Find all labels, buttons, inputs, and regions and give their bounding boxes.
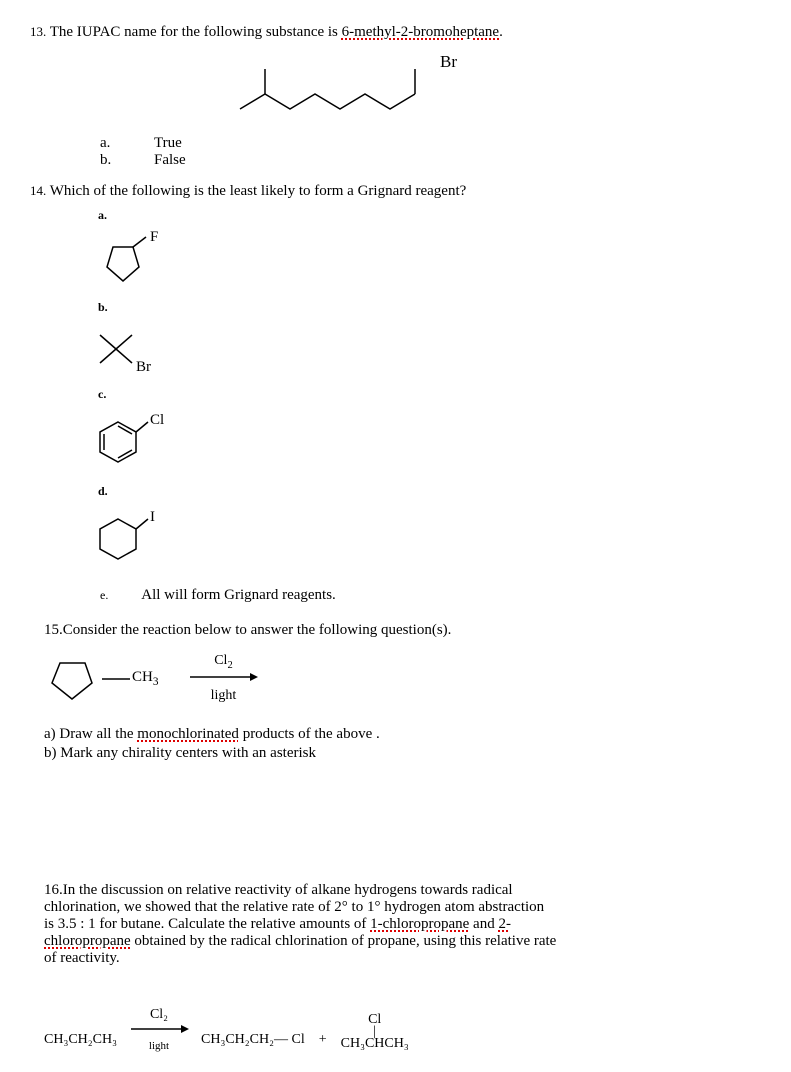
q16-arrow — [129, 1023, 189, 1035]
q16-line3-pre: is 3.5 : 1 for butane. Calculate the rel… — [44, 916, 370, 932]
q14-d-label: I — [150, 509, 155, 525]
q16-line2: chlorination, we showed that the relativ… — [44, 899, 761, 916]
q15-ch3: CH3 — [132, 669, 158, 688]
q16-reaction: CH₃CH₂CH₃ Cl₂ light CH₃CH₂CH₂— Cl + Cl |… — [44, 1007, 761, 1052]
q16-arrow-block: Cl₂ light — [129, 1007, 189, 1052]
q15-text: 15.Consider the reaction below to answer… — [44, 622, 761, 639]
q13-opt-a-letter: a. — [100, 135, 124, 152]
q16-line4-u: chloropropane — [44, 933, 131, 949]
q14-text: 14. Which of the following is the least … — [30, 183, 761, 200]
q13-num: 13. — [30, 24, 46, 39]
q14-e-letter: e. — [100, 588, 108, 602]
q16-line3-u1: 1-chloropropane — [370, 916, 469, 932]
q14-b-structure: Br — [88, 321, 178, 381]
q15-sub-b: b) Mark any chirality centers with an as… — [44, 745, 761, 762]
q13-molecule-svg: Br — [210, 49, 470, 129]
q14-num: 14. — [30, 183, 46, 198]
q15-cl2: Cl2 — [188, 653, 258, 671]
q16-plus: + — [305, 1032, 341, 1052]
q13-opt-a-text: True — [154, 135, 182, 152]
q16-prod2-top: Cl — [341, 1012, 409, 1028]
q16-prod1: CH₃CH₂CH₂— Cl — [201, 1032, 305, 1052]
q16-prod2-bot: CH₃CHCH₃ — [341, 1036, 409, 1052]
q15-light: light — [188, 688, 258, 704]
q13-br-label: Br — [440, 52, 457, 71]
q15-sub-a: a) Draw all the monochlorinated products… — [44, 726, 761, 743]
q14-a-letter: a. — [98, 208, 761, 223]
q14-a-structure: F — [88, 229, 178, 294]
q14-b-letter: b. — [98, 300, 761, 315]
q14-c-letter: c. — [98, 387, 761, 402]
q15-body: 15.Consider the reaction below to answer… — [44, 622, 451, 638]
q13-text: 13. The IUPAC name for the following sub… — [30, 24, 761, 41]
q15-a-post: products of the above . — [239, 726, 380, 742]
q14-c-structure: Cl — [88, 408, 178, 478]
q16-block: 16.In the discussion on relative reactiv… — [44, 882, 761, 967]
q15-arrow — [188, 671, 258, 683]
q15-bond — [102, 651, 132, 706]
q14-c-label: Cl — [150, 412, 164, 428]
q16-line3-mid: and — [469, 916, 498, 932]
q16-line5: of reactivity. — [44, 950, 761, 967]
q13-pre: The IUPAC name for the following substan… — [50, 24, 342, 40]
q15-cyclopentane — [40, 651, 110, 706]
q16-line3-u2: 2- — [498, 916, 511, 932]
q15-arrow-block: Cl2 light — [188, 653, 258, 704]
q14-opt-d: d. I — [88, 484, 761, 575]
q14-opt-e: e. All will form Grignard reagents. — [100, 587, 761, 604]
q14-d-structure: I — [88, 505, 178, 575]
q13-compound-name: 6-methyl-2-bromoheptane — [342, 24, 499, 40]
q15-a-pre: a) Draw all the — [44, 726, 137, 742]
q14-e-text: All will form Grignard reagents. — [141, 587, 336, 603]
q16-prod2: Cl | CH₃CHCH₃ — [341, 1012, 409, 1052]
q14-opt-c: c. Cl — [88, 387, 761, 478]
q16-line1: 16.In the discussion on relative reactiv… — [44, 882, 761, 899]
q16-reactant: CH₃CH₂CH₃ — [44, 1032, 117, 1052]
q16-arrow-top: Cl₂ — [129, 1007, 189, 1023]
q14-body: Which of the following is the least like… — [50, 183, 467, 199]
q14-opt-a: a. F — [88, 208, 761, 294]
q15-reaction: CH3 Cl2 light — [40, 651, 761, 706]
q14-opt-b: b. Br — [88, 300, 761, 381]
q13-answers: a. True b. False — [100, 135, 761, 169]
q13-opt-b-text: False — [154, 152, 186, 169]
q16-line4: chloropropane obtained by the radical ch… — [44, 933, 761, 950]
q16-arrow-bot: light — [129, 1040, 189, 1052]
q14-b-label: Br — [136, 359, 151, 375]
q16-line3: is 3.5 : 1 for butane. Calculate the rel… — [44, 916, 761, 933]
q14-a-label: F — [150, 229, 158, 245]
q13-structure: Br — [210, 49, 761, 129]
q16-line4-post: obtained by the radical chlorination of … — [131, 933, 557, 949]
q13-opt-b-letter: b. — [100, 152, 124, 169]
q13-post: . — [499, 24, 503, 40]
q15-a-under: monochlorinated — [137, 726, 239, 742]
q14-d-letter: d. — [98, 484, 761, 499]
